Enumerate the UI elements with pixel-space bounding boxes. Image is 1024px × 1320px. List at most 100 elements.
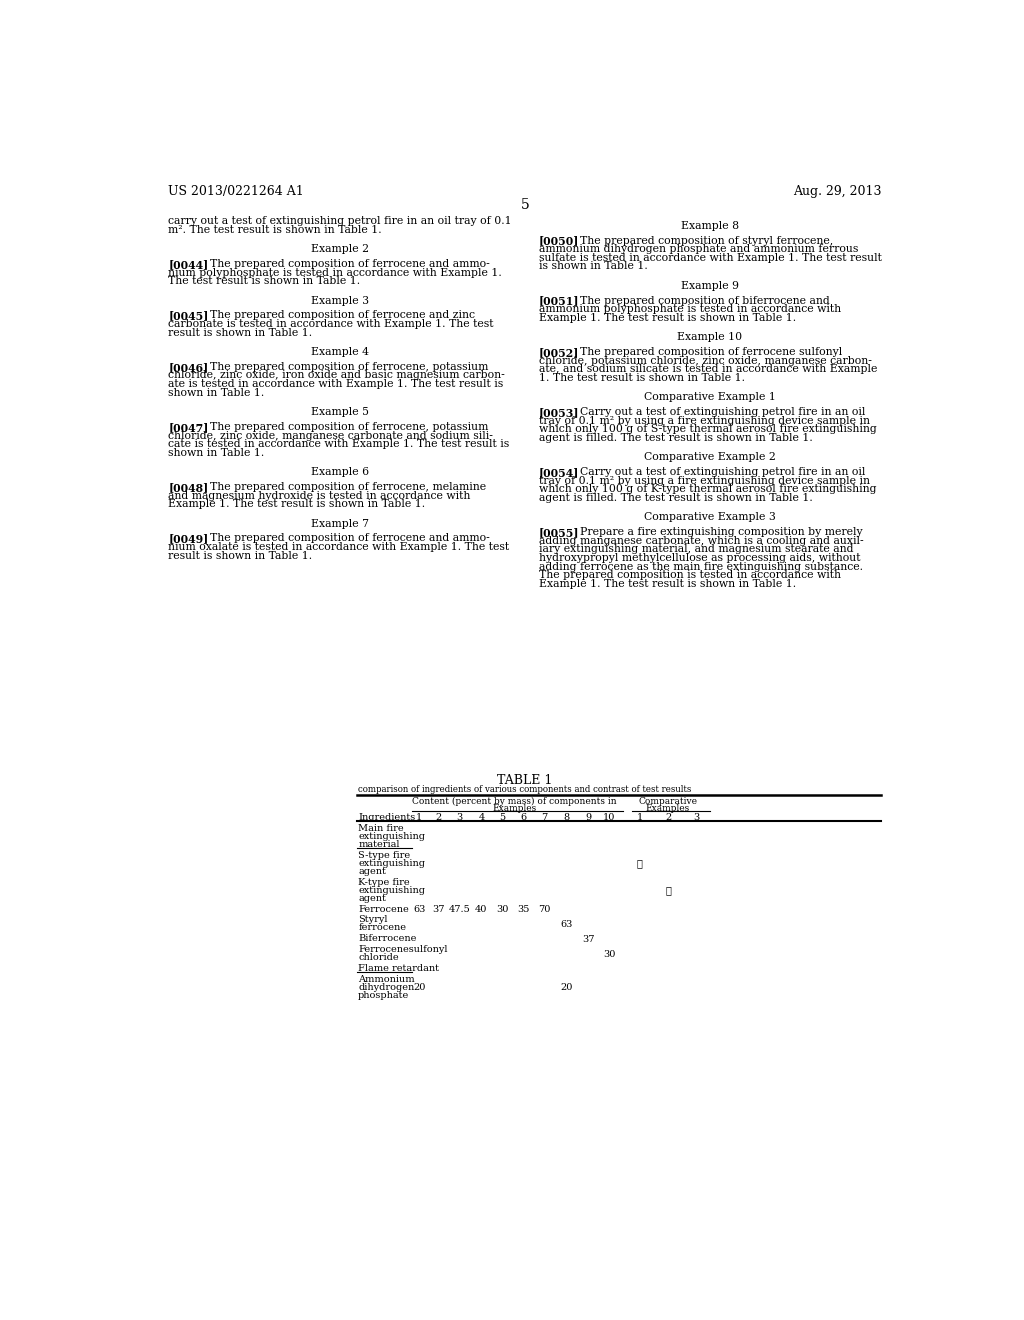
Text: The prepared composition of ferrocene sulfonyl: The prepared composition of ferrocene su… [566,347,843,356]
Text: Ferrocene: Ferrocene [358,904,409,913]
Text: K-type fire: K-type fire [358,878,410,887]
Text: The prepared composition of biferrocene and: The prepared composition of biferrocene … [566,296,830,306]
Text: tray of 0.1 m² by using a fire extinguishing device sample in: tray of 0.1 m² by using a fire extinguis… [539,475,869,486]
Text: adding manganese carbonate, which is a cooling and auxil-: adding manganese carbonate, which is a c… [539,536,863,546]
Text: 63: 63 [414,906,426,915]
Text: Example 8: Example 8 [681,220,739,231]
Text: Flame retardant: Flame retardant [358,964,439,973]
Text: 6: 6 [520,813,526,822]
Text: Prepare a fire extinguishing composition by merely: Prepare a fire extinguishing composition… [566,527,863,537]
Text: ✓: ✓ [637,859,642,869]
Text: The prepared composition is tested in accordance with: The prepared composition is tested in ac… [539,570,841,581]
Text: cate is tested in accordance with Example 1. The test result is: cate is tested in accordance with Exampl… [168,440,510,449]
Text: chloride, potassium chloride, zinc oxide, manganese carbon-: chloride, potassium chloride, zinc oxide… [539,355,871,366]
Text: 10: 10 [603,813,615,822]
Text: The test result is shown in Table 1.: The test result is shown in Table 1. [168,276,360,286]
Text: 8: 8 [563,813,569,822]
Text: ferrocene: ferrocene [358,924,407,932]
Text: ate is tested in accordance with Example 1. The test result is: ate is tested in accordance with Example… [168,379,504,389]
Text: sulfate is tested in accordance with Example 1. The test result: sulfate is tested in accordance with Exa… [539,253,882,263]
Text: 5: 5 [500,813,506,822]
Text: which only 100 g of S-type thermal aerosol fire extinguishing: which only 100 g of S-type thermal aeros… [539,424,877,434]
Text: iary extinguishing material, and magnesium stearate and: iary extinguishing material, and magnesi… [539,544,853,554]
Text: ammonium dihydrogen phosphate and ammonium ferrous: ammonium dihydrogen phosphate and ammoni… [539,244,858,255]
Text: Example 1. The test result is shown in Table 1.: Example 1. The test result is shown in T… [539,313,796,323]
Text: [0045]: [0045] [168,310,209,321]
Text: which only 100 g of K-type thermal aerosol fire extinguishing: which only 100 g of K-type thermal aeros… [539,484,877,495]
Text: [0049]: [0049] [168,533,209,544]
Text: 70: 70 [538,906,550,915]
Text: agent: agent [358,867,386,875]
Text: 20: 20 [414,983,426,993]
Text: The prepared composition of ferrocene, melamine: The prepared composition of ferrocene, m… [196,482,486,492]
Text: TABLE 1: TABLE 1 [497,775,553,788]
Text: m². The test result is shown in Table 1.: m². The test result is shown in Table 1. [168,224,382,235]
Text: 3: 3 [457,813,463,822]
Text: 2: 2 [665,813,672,822]
Text: 40: 40 [475,906,487,915]
Text: 5: 5 [520,198,529,213]
Text: Example 9: Example 9 [681,281,739,290]
Text: 2: 2 [435,813,442,822]
Text: The prepared composition of ferrocene, potassium: The prepared composition of ferrocene, p… [196,422,488,432]
Text: [0053]: [0053] [539,407,580,418]
Text: The prepared composition of ferrocene, potassium: The prepared composition of ferrocene, p… [196,362,488,372]
Text: Styryl: Styryl [358,915,388,924]
Text: The prepared composition of styryl ferrocene,: The prepared composition of styryl ferro… [566,235,834,246]
Text: Examples: Examples [493,804,537,813]
Text: Ammonium: Ammonium [358,974,415,983]
Text: Ingredients: Ingredients [358,813,416,822]
Text: [0044]: [0044] [168,259,209,271]
Text: Biferrocene: Biferrocene [358,935,417,944]
Text: Ferrocenesulfonyl: Ferrocenesulfonyl [358,945,447,954]
Text: S-type fire: S-type fire [358,850,411,859]
Text: [0048]: [0048] [168,482,209,492]
Text: 7: 7 [541,813,547,822]
Text: material: material [358,840,399,849]
Text: [0054]: [0054] [539,467,580,478]
Text: 1: 1 [417,813,423,822]
Text: shown in Table 1.: shown in Table 1. [168,447,264,458]
Text: agent is filled. The test result is shown in Table 1.: agent is filled. The test result is show… [539,494,812,503]
Text: Example 7: Example 7 [310,519,369,528]
Text: Example 2: Example 2 [310,244,369,255]
Text: carry out a test of extinguishing petrol fire in an oil tray of 0.1: carry out a test of extinguishing petrol… [168,216,512,226]
Text: Examples: Examples [646,804,690,813]
Text: 1. The test result is shown in Table 1.: 1. The test result is shown in Table 1. [539,374,744,383]
Text: result is shown in Table 1.: result is shown in Table 1. [168,327,312,338]
Text: Example 6: Example 6 [310,467,369,477]
Text: chloride, zinc oxide, iron oxide and basic magnesium carbon-: chloride, zinc oxide, iron oxide and bas… [168,371,505,380]
Text: Example 5: Example 5 [310,407,369,417]
Text: ate, and sodium silicate is tested in accordance with Example: ate, and sodium silicate is tested in ac… [539,364,878,375]
Text: [0052]: [0052] [539,347,580,358]
Text: Comparative: Comparative [638,797,697,805]
Text: carbonate is tested in accordance with Example 1. The test: carbonate is tested in accordance with E… [168,319,494,329]
Text: Carry out a test of extinguishing petrol fire in an oil: Carry out a test of extinguishing petrol… [566,407,866,417]
Text: result is shown in Table 1.: result is shown in Table 1. [168,550,312,561]
Text: The prepared composition of ferrocene and ammo-: The prepared composition of ferrocene an… [196,259,489,269]
Text: tray of 0.1 m² by using a fire extinguishing device sample in: tray of 0.1 m² by using a fire extinguis… [539,416,869,426]
Text: hydroxypropyl methylcellulose as processing aids, without: hydroxypropyl methylcellulose as process… [539,553,860,564]
Text: 4: 4 [478,813,484,822]
Text: 37: 37 [582,935,595,944]
Text: chloride, zinc oxide, manganese carbonate and sodium sili-: chloride, zinc oxide, manganese carbonat… [168,430,494,441]
Text: Main fire: Main fire [358,824,403,833]
Text: is shown in Table 1.: is shown in Table 1. [539,261,647,272]
Text: 20: 20 [560,983,572,993]
Text: extinguishing: extinguishing [358,859,425,867]
Text: chloride: chloride [358,953,398,962]
Text: phosphate: phosphate [358,991,410,999]
Text: adding ferrocene as the main fire extinguishing substance.: adding ferrocene as the main fire exting… [539,562,863,572]
Text: Example 4: Example 4 [310,347,369,356]
Text: nium oxalate is tested in accordance with Example 1. The test: nium oxalate is tested in accordance wit… [168,543,509,552]
Text: nium polyphosphate is tested in accordance with Example 1.: nium polyphosphate is tested in accordan… [168,268,502,277]
Text: 35: 35 [517,906,529,915]
Text: The prepared composition of ferrocene and zinc: The prepared composition of ferrocene an… [196,310,475,321]
Text: extinguishing: extinguishing [358,832,425,841]
Text: agent is filled. The test result is shown in Table 1.: agent is filled. The test result is show… [539,433,812,444]
Text: Comparative Example 2: Comparative Example 2 [644,453,776,462]
Text: 9: 9 [586,813,592,822]
Text: Example 1. The test result is shown in Table 1.: Example 1. The test result is shown in T… [539,579,796,589]
Text: [0046]: [0046] [168,362,209,372]
Text: [0047]: [0047] [168,422,209,433]
